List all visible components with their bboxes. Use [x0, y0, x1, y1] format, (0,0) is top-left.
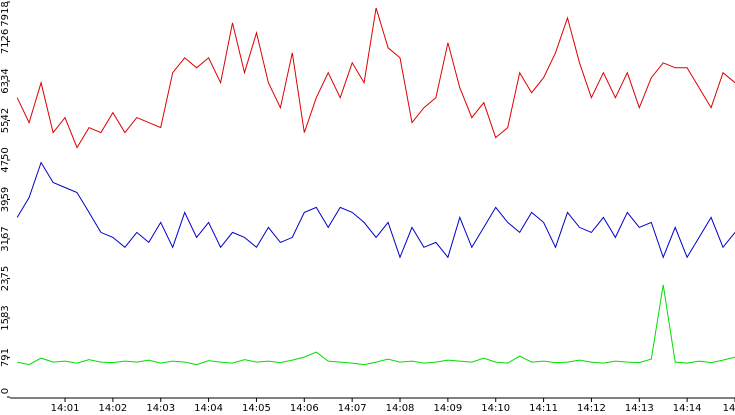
x-tick-label: 14:13 [625, 403, 654, 414]
x-tick-label: 14:01 [51, 403, 80, 414]
x-tick-label: 14:14 [673, 403, 702, 414]
y-tick-label: 7918 [0, 1, 11, 26]
y-tick-label: 1583 [0, 305, 11, 330]
series-line [16, 7, 735, 149]
x-tick-label: 14:12 [577, 403, 606, 414]
y-tick-label: 3167 [0, 226, 11, 251]
x-tick-label: 14:06 [290, 403, 319, 414]
y-tick-label: 791 [0, 348, 11, 367]
x-tick-label: 14:08 [386, 403, 415, 414]
x-tick-label: 14:11 [529, 403, 558, 414]
x-tick-label: 14:07 [338, 403, 367, 414]
x-tick-label: 14 [723, 403, 735, 414]
y-tick-label: 3959 [0, 187, 11, 212]
x-tick-label: 14:04 [194, 403, 223, 414]
y-tick-label: 2375 [0, 266, 11, 291]
x-tick-label: 14:02 [98, 403, 127, 414]
x-tick-label: 14:10 [481, 403, 510, 414]
x-tick-label: 14:03 [146, 403, 175, 414]
y-tick-label: 6334 [0, 68, 11, 93]
y-tick-label: 5542 [0, 108, 11, 133]
series-line [17, 284, 735, 366]
y-tick-label: 0 [0, 388, 11, 394]
y-tick-label: 7126 [0, 29, 11, 54]
series-line [16, 161, 735, 259]
x-tick-label: 14:09 [433, 403, 462, 414]
x-tick-label: 14:05 [242, 403, 271, 414]
y-tick-label: 4750 [0, 147, 11, 172]
